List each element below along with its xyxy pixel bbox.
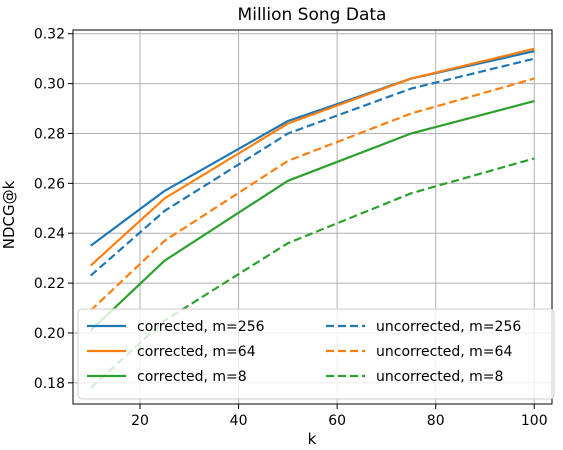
legend-label: uncorrected, m=64 [376, 344, 512, 360]
y-tick-label: 0.26 [34, 176, 65, 192]
legend-label: corrected, m=64 [137, 344, 256, 360]
y-tick-label: 0.18 [34, 376, 65, 392]
series-line-uncorrected-m-64 [89, 77, 535, 312]
x-tick-label: 80 [427, 413, 445, 429]
series-line-corrected-m-8 [89, 100, 535, 332]
y-axis-label: NDCG@k [0, 180, 18, 249]
y-tick-label: 0.28 [34, 126, 65, 142]
y-tick-label: 0.24 [34, 226, 65, 242]
legend: corrected, m=256 corrected, m=64 corrected… [77, 308, 555, 400]
legend-box [77, 308, 555, 400]
legend-label: uncorrected, m=256 [376, 319, 521, 335]
y-tick-label: 0.32 [34, 27, 65, 43]
legend-label: uncorrected, m=8 [376, 369, 503, 385]
legend-label: corrected, m=8 [137, 369, 247, 385]
series-line-uncorrected-m-256 [89, 57, 535, 277]
plot-frame [72, 29, 553, 405]
x-tick-label: 20 [131, 413, 149, 429]
y-tick-label: 0.30 [34, 77, 65, 93]
y-tick-label: 0.20 [34, 326, 65, 342]
x-tick-label: 60 [328, 413, 346, 429]
y-tick-label: 0.22 [34, 276, 65, 292]
grid [73, 30, 552, 404]
axis-ticks: 20 40 60 80 100 0.18 0.20 0.22 0.24 0.26 0.28 0.30 0… [34, 27, 548, 429]
chart-title: Million Song Data [238, 5, 387, 25]
x-axis-label: k [308, 430, 317, 448]
x-tick-label: 100 [521, 413, 548, 429]
legend-label: corrected, m=256 [137, 319, 265, 335]
series-line-corrected-m-64 [89, 47, 535, 267]
x-tick-label: 40 [230, 413, 248, 429]
